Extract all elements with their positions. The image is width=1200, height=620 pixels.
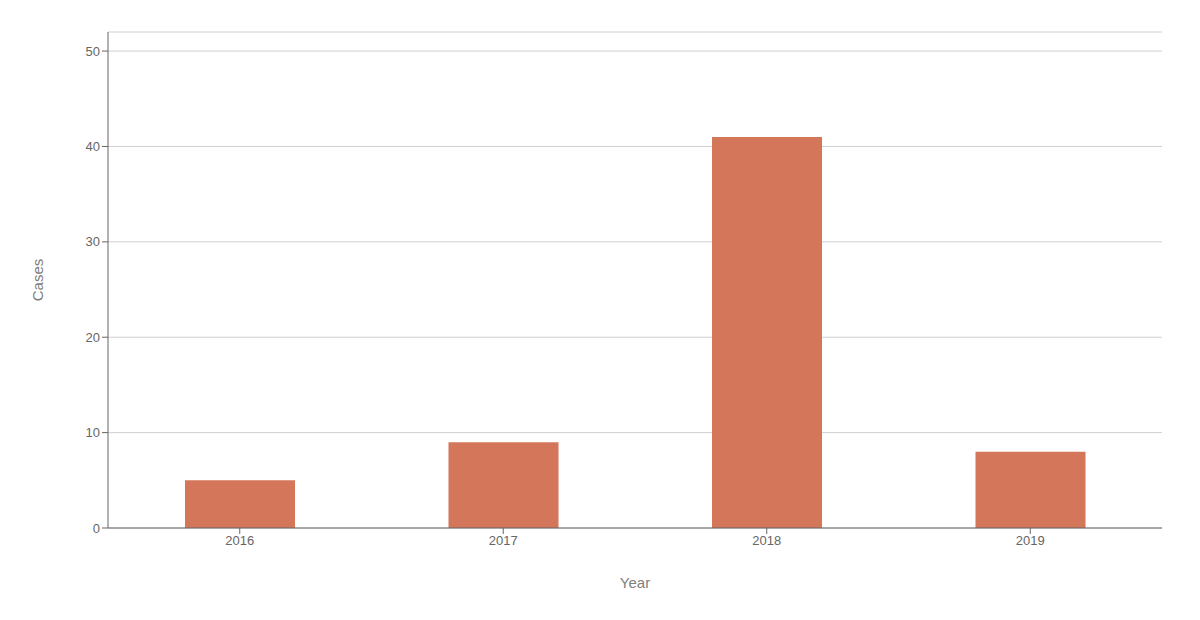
svg-text:2018: 2018 — [752, 533, 781, 548]
svg-text:10: 10 — [86, 425, 100, 440]
svg-text:Cases: Cases — [29, 259, 46, 302]
svg-text:40: 40 — [86, 139, 100, 154]
svg-text:30: 30 — [86, 234, 100, 249]
svg-text:20: 20 — [86, 330, 100, 345]
svg-text:2017: 2017 — [489, 533, 518, 548]
svg-text:0: 0 — [93, 521, 100, 536]
svg-text:2019: 2019 — [1016, 533, 1045, 548]
svg-text:2016: 2016 — [225, 533, 254, 548]
svg-text:50: 50 — [86, 44, 100, 59]
svg-text:Year: Year — [620, 574, 650, 591]
